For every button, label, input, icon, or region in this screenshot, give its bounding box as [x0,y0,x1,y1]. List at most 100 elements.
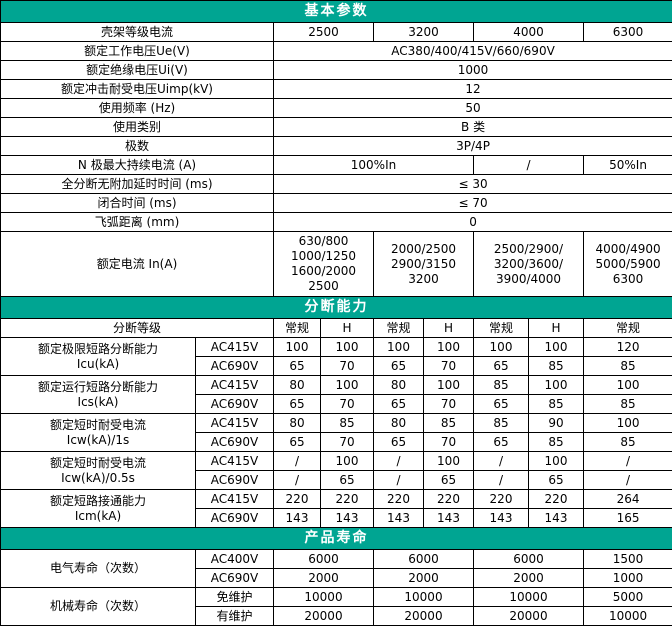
cell-value: 100 [529,376,584,395]
cell-ue-value: AC380/400/415V/660/690V [274,42,672,61]
cell-value: / [584,471,672,490]
cell-value: 100 [424,376,474,395]
table-row: 额定短时耐受电流 Icw(kA)/1s AC415V 80 85 80 85 8… [1,414,672,433]
cell-value: / [274,471,321,490]
cell-icu-volt-2: AC690V [196,357,274,376]
cell-value: 143 [374,509,424,528]
table-row: 额定冲击耐受电压Uimp(kV) 12 [1,80,672,99]
cell-rated-current-4000: 2500/2900/ 3200/3600/ 3900/4000 [474,232,584,297]
cell-value: 65 [274,357,321,376]
cell-grade-1: 常规 [274,319,321,338]
cell-value: 100 [474,338,529,357]
table-row: N 极最大持续电流 (A) 100%In / 50%In [1,156,672,175]
cell-value: 5000 [584,588,672,607]
cell-value: 80 [374,376,424,395]
cell-value: 2000 [474,569,584,588]
cell-value: 220 [529,490,584,509]
cell-grade-7: 常规 [584,319,672,338]
cell-value: 120 [584,338,672,357]
row-label-closing-time: 闭合时间 (ms) [1,194,274,213]
cell-value: 70 [321,357,374,376]
cell-value: 220 [474,490,529,509]
section-row-life: 产品寿命 [1,528,672,550]
cell-value: 100 [321,376,374,395]
row-label-icu: 额定极限短路分断能力 Icu(kA) [1,338,196,376]
cell-rated-current-2500: 630/800 1000/1250 1600/2000 2500 [274,232,374,297]
section-row-basic: 基本参数 [1,1,672,23]
cell-frame-6300: 6300 [584,23,672,42]
section-title-basic: 基本参数 [1,1,672,23]
row-label-ui: 额定绝缘电压Ui(V) [1,61,274,80]
cell-value: 65 [529,471,584,490]
cell-icw05s-volt-2: AC690V [196,471,274,490]
cell-value: 65 [374,433,424,452]
cell-value: 85 [584,395,672,414]
cell-value: 100 [374,338,424,357]
table-row: 极数 3P/4P [1,137,672,156]
cell-value: 65 [374,395,424,414]
cell-value: 100 [424,452,474,471]
cell-value: 65 [424,471,474,490]
cell-category-value: B 类 [274,118,672,137]
cell-ics-volt-2: AC690V [196,395,274,414]
cell-arc-distance-value: 0 [274,213,672,232]
table-row: 机械寿命（次数） 免维护 10000 10000 10000 5000 [1,588,672,607]
cell-value: / [584,452,672,471]
cell-value: 85 [529,395,584,414]
cell-value: 85 [474,414,529,433]
cell-value: / [474,452,529,471]
table-row: 分断等级 常规 H 常规 H 常规 H 常规 [1,319,672,338]
cell-value: 10000 [584,607,672,626]
table-row: 额定绝缘电压Ui(V) 1000 [1,61,672,80]
cell-value: 10000 [374,588,474,607]
row-label-category: 使用类别 [1,118,274,137]
cell-value: 70 [424,395,474,414]
cell-value: 2000 [374,569,474,588]
cell-value: 10000 [474,588,584,607]
row-label-poles: 极数 [1,137,274,156]
cell-value: 65 [474,357,529,376]
row-label-electrical-life: 电气寿命（次数） [1,550,196,588]
cell-uimp-value: 12 [274,80,672,99]
cell-icw05s-volt-1: AC415V [196,452,274,471]
cell-value: 1500 [584,550,672,569]
row-label-mechanical-life: 机械寿命（次数） [1,588,196,626]
cell-elec-volt-2: AC690V [196,569,274,588]
cell-value: 20000 [374,607,474,626]
cell-ui-value: 1000 [274,61,672,80]
table-row: 全分断无附加延时时间 (ms) ≤ 30 [1,175,672,194]
cell-value: 65 [374,357,424,376]
cell-value: 6000 [374,550,474,569]
cell-value: 1000 [584,569,672,588]
cell-value: 220 [274,490,321,509]
table-row: 电气寿命（次数） AC400V 6000 6000 6000 1500 [1,550,672,569]
cell-poles-value: 3P/4P [274,137,672,156]
cell-value: 100 [274,338,321,357]
row-label-ics: 额定运行短路分断能力 Ics(kA) [1,376,196,414]
cell-value: 20000 [274,607,374,626]
cell-value: / [374,471,424,490]
cell-value: 220 [374,490,424,509]
cell-icm-volt-1: AC415V [196,490,274,509]
cell-value: 85 [584,433,672,452]
table-row: 闭合时间 (ms) ≤ 70 [1,194,672,213]
cell-value: 6000 [474,550,584,569]
row-label-break-time: 全分断无附加延时时间 (ms) [1,175,274,194]
cell-value: 100 [529,338,584,357]
cell-value: 143 [424,509,474,528]
table-row: 额定极限短路分断能力 Icu(kA) AC415V 100 100 100 10… [1,338,672,357]
cell-mech-mode-2: 有维护 [196,607,274,626]
cell-value: 143 [529,509,584,528]
cell-value: 85 [584,357,672,376]
row-label-frequency: 使用频率 (Hz) [1,99,274,118]
cell-n-pole-1: 100%In [274,156,474,175]
cell-n-pole-3: 50%In [584,156,672,175]
cell-frame-3200: 3200 [374,23,474,42]
table-row: 使用类别 B 类 [1,118,672,137]
cell-value: 143 [274,509,321,528]
cell-value: 220 [321,490,374,509]
cell-value: 90 [529,414,584,433]
cell-elec-volt-1: AC400V [196,550,274,569]
table-row: 额定工作电压Ue(V) AC380/400/415V/660/690V [1,42,672,61]
